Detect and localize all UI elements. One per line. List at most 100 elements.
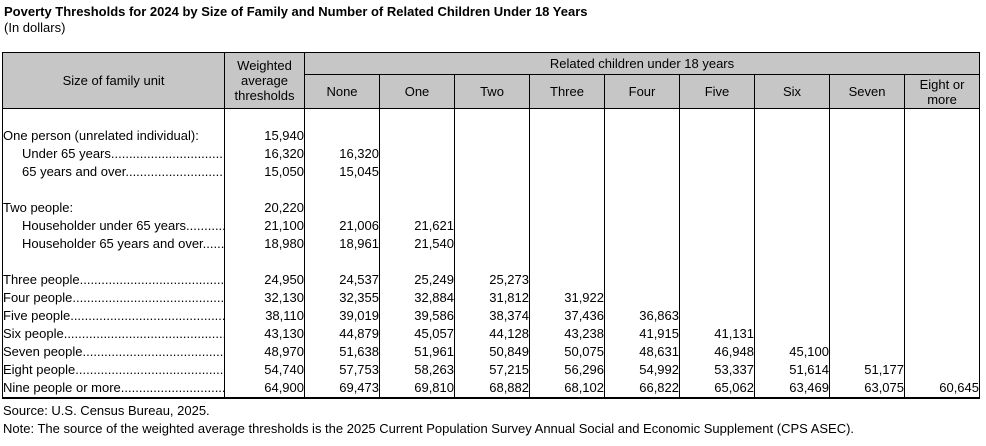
value-cell (829, 289, 905, 307)
value-cell: 39,586 (379, 307, 455, 325)
value-cell (679, 235, 755, 253)
value-cell (604, 181, 680, 199)
value-cell (304, 127, 380, 145)
value-cell (754, 253, 830, 271)
value-cell (454, 253, 530, 271)
value-cell: 32,355 (304, 289, 380, 307)
value-cell: 57,753 (304, 361, 380, 379)
value-cell: 69,810 (379, 379, 455, 399)
note-line: Note: The source of the weighted average… (3, 421, 855, 436)
value-cell (604, 271, 680, 289)
col-header-eight-or-more: Eight or more (904, 74, 980, 109)
value-cell: 21,621 (379, 217, 455, 235)
value-cell: 51,177 (829, 361, 905, 379)
value-cell (304, 199, 380, 217)
value-cell (829, 163, 905, 181)
row-label-cell (2, 108, 225, 127)
table-row (2, 253, 980, 271)
value-cell (829, 325, 905, 343)
row-label-cell: Householder 65 years and over....... (2, 235, 225, 253)
row-label-cell (2, 181, 225, 199)
value-cell (454, 217, 530, 235)
table-row: Five people.............................… (2, 307, 980, 325)
value-cell: 36,863 (604, 307, 680, 325)
row-label-cell: Five people.............................… (2, 307, 225, 325)
table-header: Size of family unit Weighted average thr… (2, 52, 980, 109)
value-cell (829, 235, 905, 253)
value-cell: 68,882 (454, 379, 530, 399)
value-cell (904, 343, 980, 361)
weighted-average-cell: 15,050 (224, 163, 305, 181)
value-cell (754, 163, 830, 181)
page-title: Poverty Thresholds for 2024 by Size of F… (4, 4, 588, 19)
value-cell (304, 108, 380, 127)
value-cell (904, 163, 980, 181)
row-label-cell: Two people: (2, 199, 225, 217)
value-cell (604, 289, 680, 307)
row-label-cell: Seven people............................… (2, 343, 225, 361)
value-cell (904, 235, 980, 253)
value-cell (904, 199, 980, 217)
value-cell: 45,100 (754, 343, 830, 361)
col-header-five: Five (679, 74, 755, 109)
value-cell (604, 235, 680, 253)
table-row: One person (unrelated individual): 15,940 (2, 127, 980, 145)
table-body: One person (unrelated individual): 15,940… (2, 108, 980, 399)
weighted-average-cell: 32,130 (224, 289, 305, 307)
value-cell (604, 253, 680, 271)
row-label-cell: Nine people or more.....................… (2, 379, 225, 399)
weighted-average-cell: 24,950 (224, 271, 305, 289)
value-cell: 41,915 (604, 325, 680, 343)
value-cell: 60,645 (904, 379, 980, 399)
value-cell: 21,006 (304, 217, 380, 235)
poverty-thresholds-table: Size of family unit Weighted average thr… (2, 52, 980, 399)
weighted-average-cell: 43,130 (224, 325, 305, 343)
row-label-cell: One person (unrelated individual): (2, 127, 225, 145)
value-cell (679, 163, 755, 181)
value-cell (679, 289, 755, 307)
value-cell: 63,469 (754, 379, 830, 399)
value-cell (454, 199, 530, 217)
value-cell (829, 271, 905, 289)
value-cell (754, 271, 830, 289)
value-cell: 21,540 (379, 235, 455, 253)
table-row (2, 108, 980, 127)
col-header-size-of-family-unit: Size of family unit (2, 52, 225, 109)
table-row: Seven people............................… (2, 343, 980, 361)
value-cell (904, 307, 980, 325)
value-cell (379, 253, 455, 271)
value-cell (904, 181, 980, 199)
col-header-four: Four (604, 74, 680, 109)
value-cell (754, 235, 830, 253)
value-cell (829, 108, 905, 127)
col-header-six: Six (754, 74, 830, 109)
col-header-two: Two (454, 74, 530, 109)
value-cell: 50,075 (529, 343, 605, 361)
weighted-average-cell: 64,900 (224, 379, 305, 399)
value-cell: 37,436 (529, 307, 605, 325)
value-cell (904, 217, 980, 235)
value-cell: 48,631 (604, 343, 680, 361)
value-cell (754, 217, 830, 235)
value-cell (454, 145, 530, 163)
value-cell (454, 163, 530, 181)
page-subtitle: (In dollars) (4, 20, 66, 35)
value-cell (679, 253, 755, 271)
value-cell (454, 108, 530, 127)
row-label-cell: Six people..............................… (2, 325, 225, 343)
table-row: Householder under 65 years........... 21,… (2, 217, 980, 235)
value-cell (604, 163, 680, 181)
value-cell (679, 217, 755, 235)
value-cell (754, 199, 830, 217)
value-cell (379, 181, 455, 199)
value-cell (904, 325, 980, 343)
weighted-average-cell: 20,220 (224, 199, 305, 217)
value-cell (754, 181, 830, 199)
row-label-cell: Eight people............................… (2, 361, 225, 379)
table-row (2, 181, 980, 199)
table-row: Four people.............................… (2, 289, 980, 307)
value-cell (679, 271, 755, 289)
value-cell (604, 217, 680, 235)
value-cell (679, 145, 755, 163)
